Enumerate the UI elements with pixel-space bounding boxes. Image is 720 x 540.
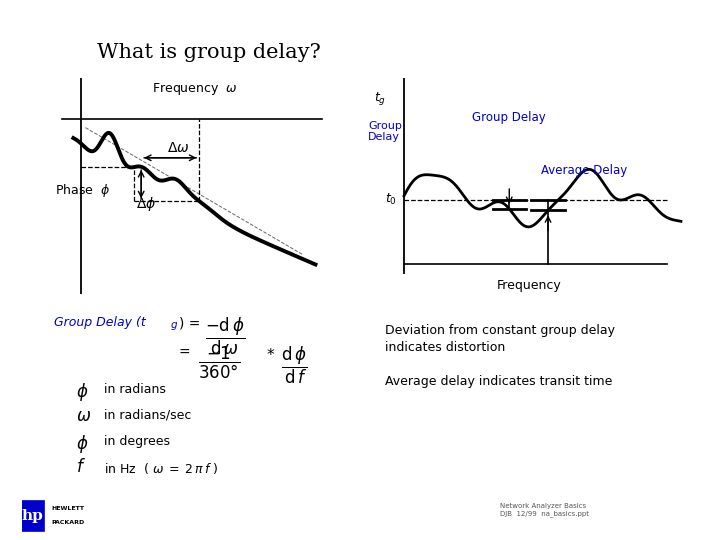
Text: $t_0$: $t_0$: [385, 192, 397, 207]
Text: $\dfrac{-\mathrm{d}\,\phi}{\mathrm{d}\,\omega}$: $\dfrac{-\mathrm{d}\,\phi}{\mathrm{d}\,\…: [205, 316, 246, 357]
Text: Network Analyzer Basics
DJB  12/99  na_basics.ppt: Network Analyzer Basics DJB 12/99 na_bas…: [500, 503, 590, 517]
Text: Group Delay (t: Group Delay (t: [54, 316, 145, 329]
Text: =: =: [179, 346, 190, 360]
Text: $\omega$: $\omega$: [76, 407, 91, 424]
Text: HEWLETT: HEWLETT: [51, 506, 84, 511]
Text: in Hz  ( $\omega\;=\;2\,\pi\,f$ ): in Hz ( $\omega\;=\;2\,\pi\,f$ ): [104, 461, 219, 476]
Text: Group
Delay: Group Delay: [368, 120, 402, 142]
Text: What is group delay?: What is group delay?: [97, 43, 321, 62]
Text: in degrees: in degrees: [104, 435, 171, 448]
Text: $\phi$: $\phi$: [76, 381, 88, 403]
FancyBboxPatch shape: [21, 501, 44, 531]
Text: in radians: in radians: [104, 383, 166, 396]
Text: $\dfrac{-1}{360°}$: $\dfrac{-1}{360°}$: [198, 345, 240, 381]
Text: Deviation from constant group delay
indicates distortion: Deviation from constant group delay indi…: [385, 324, 615, 354]
Text: Group Delay: Group Delay: [472, 111, 546, 124]
Text: $\Delta\omega$: $\Delta\omega$: [168, 141, 190, 155]
Text: in radians/sec: in radians/sec: [104, 409, 192, 422]
Text: $\Delta\phi$: $\Delta\phi$: [136, 195, 156, 213]
Text: $\mathit{f}$: $\mathit{f}$: [76, 458, 86, 476]
Text: hp: hp: [22, 509, 43, 523]
Text: Frequency: Frequency: [496, 279, 561, 292]
Text: $t_g$: $t_g$: [374, 90, 386, 107]
Text: $\phi$: $\phi$: [76, 433, 88, 455]
Text: ) =: ) =: [179, 317, 200, 331]
Text: Average Delay: Average Delay: [541, 164, 627, 177]
Text: Frequency  $\omega$: Frequency $\omega$: [152, 82, 237, 98]
Text: $*$: $*$: [266, 346, 276, 361]
Text: Phase  $\phi$: Phase $\phi$: [55, 181, 110, 199]
Text: $g$: $g$: [170, 320, 178, 332]
Text: Average delay indicates transit time: Average delay indicates transit time: [385, 375, 613, 388]
Text: PACKARD: PACKARD: [51, 521, 84, 525]
Text: $\dfrac{\mathrm{d}\,\phi}{\mathrm{d}\,f}$: $\dfrac{\mathrm{d}\,\phi}{\mathrm{d}\,f}…: [281, 345, 307, 386]
